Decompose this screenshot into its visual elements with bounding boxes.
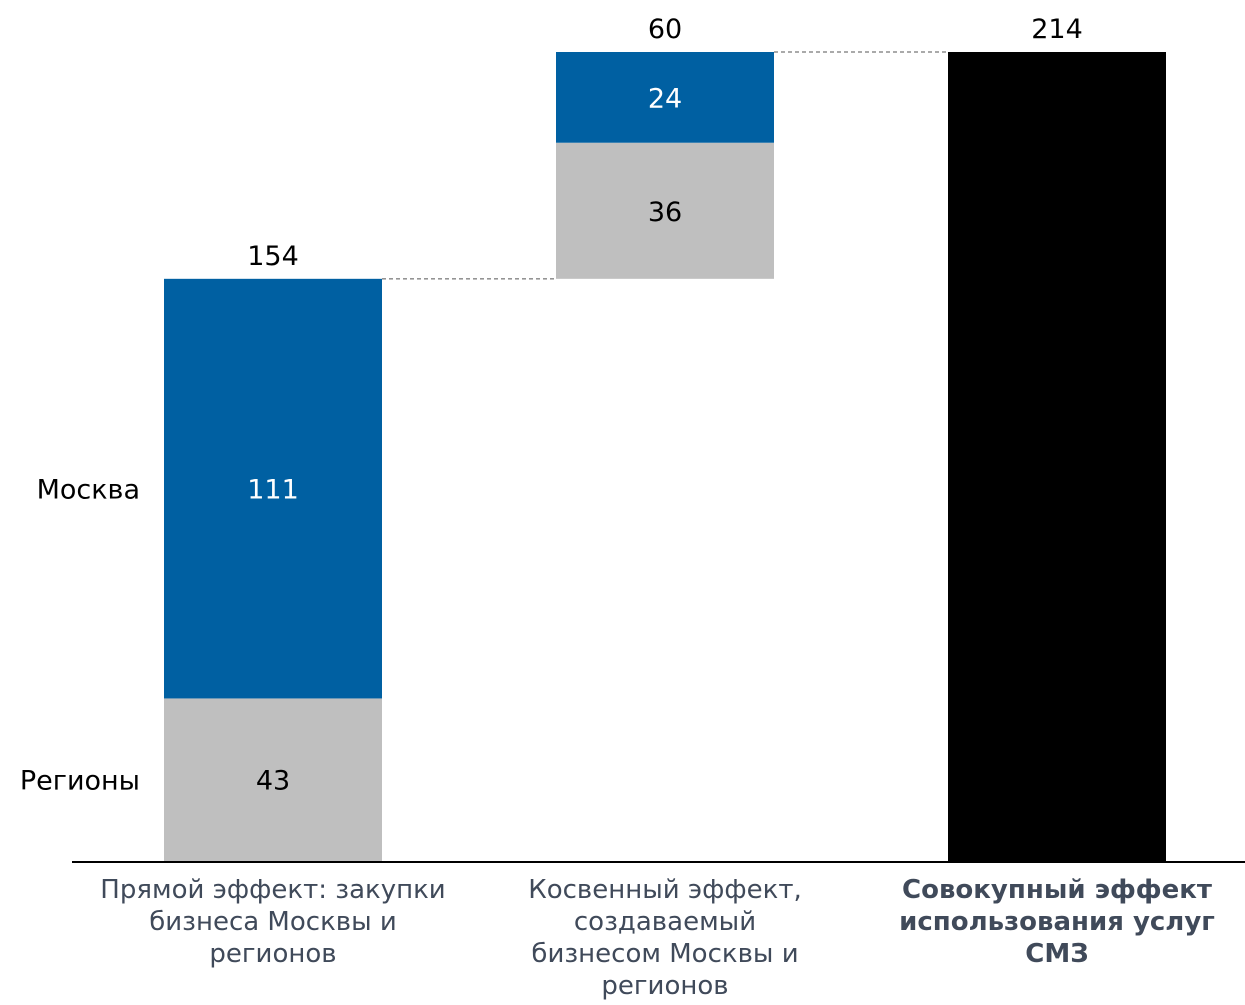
category-label-2: Косвенный эффект, создаваемый бизнесом Мос… — [528, 875, 802, 1001]
bar-segment-2-2 — [556, 52, 774, 143]
bar-total-label-1: 154 — [247, 241, 299, 272]
category-label-line: использования услуг — [899, 907, 1215, 937]
bar-segment-2-1 — [556, 142, 774, 279]
bar-total-label-2: 60 — [648, 14, 682, 45]
category-label-line: регионов — [209, 939, 336, 969]
bar-total-label-3: 214 — [1031, 14, 1083, 45]
segment-value-label-1-2: 111 — [247, 475, 299, 506]
legend-label-1: Регионы — [20, 766, 140, 797]
segment-value-label-1-1: 43 — [256, 766, 290, 797]
legend-label-2: Москва — [37, 475, 140, 506]
category-label-line: бизнеса Москвы и — [149, 907, 397, 937]
segment-value-label-2-2: 24 — [648, 83, 682, 114]
category-label-line: регионов — [601, 971, 728, 1001]
category-label-line: Косвенный эффект, — [528, 875, 802, 905]
bar-segment-3-3 — [948, 52, 1166, 861]
bar-segment-1-1 — [164, 698, 382, 861]
category-label-line: Прямой эффект: закупки — [100, 875, 445, 905]
category-label-line: СМЗ — [1025, 939, 1088, 969]
category-label-3: Совокупный эффект использования услуг СМЗ — [899, 875, 1215, 969]
category-label-line: Совокупный эффект — [902, 875, 1212, 905]
category-label-line: бизнесом Москвы и — [531, 939, 798, 969]
category-label-line: создаваемый — [574, 907, 756, 937]
segment-value-label-2-1: 36 — [648, 197, 682, 228]
category-label-1: Прямой эффект: закупки бизнеса Москвы и ре… — [100, 875, 445, 969]
bar-segment-1-2 — [164, 278, 382, 699]
